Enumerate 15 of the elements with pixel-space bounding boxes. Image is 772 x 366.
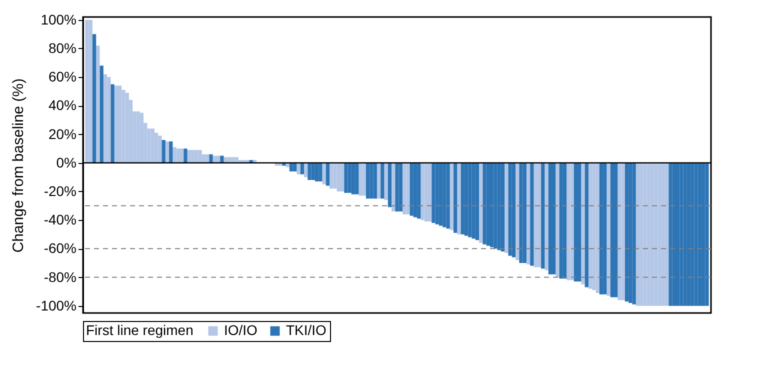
y-tick-label: 0% [56,154,76,170]
y-axis-title: Change from baseline (%) [10,78,28,253]
y-tick-label: 100% [40,11,76,28]
legend-label: IO/IO [224,322,258,338]
y-tick-label: 80% [48,40,76,56]
legend-label: TKI/IO [286,322,327,338]
y-tick-label: -100% [36,297,76,314]
legend-title: First line regimen [86,322,194,338]
y-tick-label: -40% [44,212,76,228]
y-tick-label: -60% [44,240,76,256]
y-tick-label: 20% [48,126,76,142]
y-tick-label: -20% [44,182,76,199]
y-tick-label: 60% [48,68,76,85]
y-tick-label: 40% [48,97,76,114]
y-tick-label: -80% [44,268,76,285]
